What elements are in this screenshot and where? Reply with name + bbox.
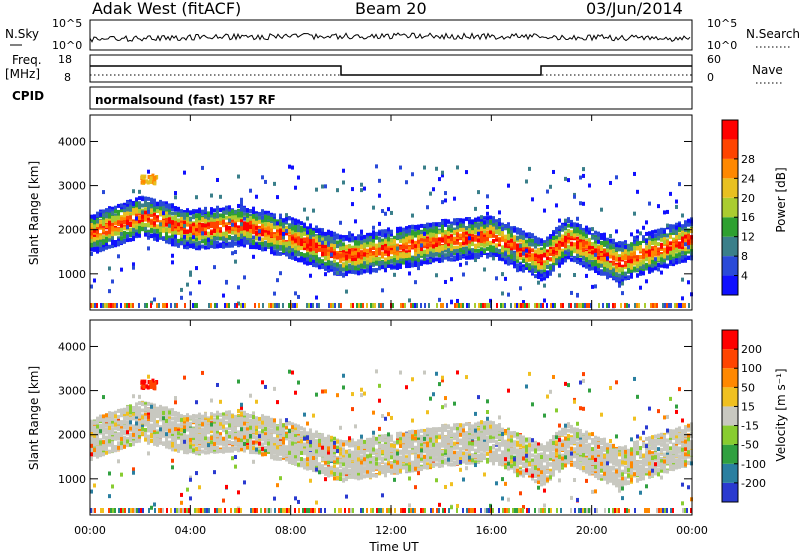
velocity-colorbar-label: Velocity [m s⁻¹] [774, 368, 788, 461]
power-colorbar-tick-4: 20 [741, 192, 755, 205]
power-ytick-2: 3000 [58, 180, 86, 193]
noise-left-tick-top: 10^5 [52, 17, 82, 30]
velocity-colorbar-tick-0: 200 [741, 343, 762, 356]
noise-right-label: N.Search [746, 27, 800, 41]
velocity-colorbar-tick-3: 15 [741, 400, 755, 413]
time-tick-0: 00:00 [74, 524, 106, 537]
power-ytick-1: 2000 [58, 224, 86, 237]
date-title: 03/Jun/2014 [586, 0, 683, 18]
time-tick-3: 12:00 [375, 524, 407, 537]
nave-label: Nave [752, 63, 783, 77]
power-ytick-3: 4000 [58, 135, 86, 148]
power-echoes [90, 164, 693, 309]
power-colorbar-tick-0: 4 [741, 270, 748, 283]
power-colorbar-label: Power [dB] [774, 167, 788, 232]
radar-title: Adak West (fitACF) [92, 0, 241, 18]
velocity-panel: 1000 2000 3000 4000 Slant Range [km] [27, 319, 693, 516]
cpid-label: CPID [12, 89, 44, 103]
cpid-text: normalsound (fast) 157 RF [95, 93, 276, 107]
time-axis-label: Time UT [368, 540, 419, 554]
freq-left-tick-bottom: 8 [64, 71, 71, 84]
velocity-colorbar-tick-7: -200 [741, 477, 766, 490]
freq-right-tick-bottom: 0 [707, 71, 714, 84]
velocity-colorbar-tick-2: 50 [741, 381, 755, 394]
freq-panel: Freq. [MHz] CPID Nave 18 8 60 0 [5, 53, 783, 103]
power-colorbar-tick-1: 8 [741, 250, 748, 263]
velocity-ytick-3: 4000 [58, 340, 86, 353]
time-tick-2: 08:00 [275, 524, 307, 537]
time-tick-5: 20:00 [576, 524, 608, 537]
beam-title: Beam 20 [355, 0, 427, 18]
power-panel: 1000 2000 3000 4000 Slant Range [km] [27, 114, 693, 311]
time-tick-6: 00:00 [676, 524, 708, 537]
noise-left-tick-bottom: 10^0 [52, 39, 82, 52]
noise-panel: N.Sky N.Search 10^5 10^0 10^5 10^0 [5, 17, 800, 52]
velocity-colorbar-tick-4: -15 [741, 420, 759, 433]
velocity-ytick-0: 1000 [58, 473, 86, 486]
noise-left-label: N.Sky [5, 27, 39, 41]
velocity-colorbar-tick-1: 100 [741, 362, 762, 375]
power-colorbar-tick-2: 12 [741, 231, 755, 244]
freq-unit-label: [MHz] [5, 67, 40, 81]
velocity-echoes [90, 369, 693, 514]
time-tick-1: 04:00 [174, 524, 206, 537]
noise-trace [89, 32, 691, 43]
freq-label: Freq. [12, 53, 42, 67]
freq-left-tick-top: 18 [58, 53, 72, 66]
power-colorbar-tick-5: 24 [741, 172, 755, 185]
power-ytick-0: 1000 [58, 268, 86, 281]
time-axis: 00:00 04:00 08:00 12:00 16:00 20:00 00:00 [74, 115, 708, 537]
power-colorbar: 4 8 12 16 20 24 28 [721, 119, 755, 296]
freq-right-tick-top: 60 [707, 53, 721, 66]
power-colorbar-tick-6: 28 [741, 153, 755, 166]
velocity-ytick-2: 3000 [58, 385, 86, 398]
velocity-colorbar-tick-5: -50 [741, 439, 759, 452]
velocity-ylabel: Slant Range [km] [27, 366, 41, 470]
noise-right-tick-bottom: 10^0 [707, 39, 737, 52]
time-tick-4: 16:00 [475, 524, 507, 537]
velocity-ytick-1: 2000 [58, 429, 86, 442]
power-colorbar-tick-3: 16 [741, 211, 755, 224]
velocity-colorbar-tick-6: -100 [741, 458, 766, 471]
velocity-colorbar: 200 100 50 15 -15 -50 -100 -200 [721, 329, 766, 503]
power-ylabel: Slant Range [km] [27, 161, 41, 265]
freq-line [90, 65, 692, 76]
noise-right-tick-top: 10^5 [707, 17, 737, 30]
